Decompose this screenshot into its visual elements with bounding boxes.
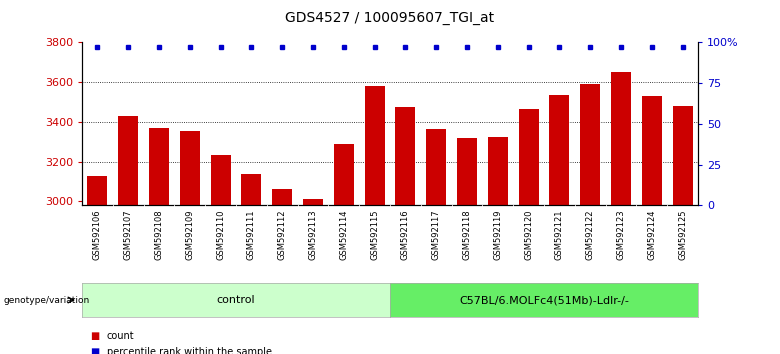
Text: genotype/variation: genotype/variation: [4, 296, 90, 304]
Text: GDS4527 / 100095607_TGI_at: GDS4527 / 100095607_TGI_at: [285, 11, 495, 25]
Bar: [457, 138, 477, 205]
Text: GSM592117: GSM592117: [431, 209, 441, 260]
Text: GSM592122: GSM592122: [586, 209, 595, 260]
Text: GSM592124: GSM592124: [647, 209, 657, 260]
Bar: [611, 72, 631, 205]
Bar: [272, 189, 292, 205]
Bar: [303, 199, 323, 205]
Bar: [334, 144, 354, 205]
Bar: [241, 173, 261, 205]
Text: GSM592116: GSM592116: [401, 209, 410, 260]
Bar: [118, 116, 138, 205]
Text: GSM592108: GSM592108: [154, 209, 164, 260]
Bar: [87, 176, 108, 205]
Bar: [642, 96, 662, 205]
Bar: [580, 84, 601, 205]
Text: ■: ■: [90, 331, 99, 341]
Bar: [395, 107, 416, 205]
Text: GSM592125: GSM592125: [678, 209, 687, 260]
Text: C57BL/6.MOLFc4(51Mb)-Ldlr-/-: C57BL/6.MOLFc4(51Mb)-Ldlr-/-: [459, 295, 629, 305]
Bar: [179, 131, 200, 205]
Text: GSM592113: GSM592113: [308, 209, 317, 260]
Bar: [488, 137, 508, 205]
Bar: [549, 95, 569, 205]
Bar: [364, 86, 385, 205]
Bar: [519, 109, 539, 205]
Text: ■: ■: [90, 347, 99, 354]
Text: count: count: [107, 331, 134, 341]
Text: GSM592121: GSM592121: [555, 209, 564, 260]
Text: control: control: [217, 295, 255, 305]
Text: GSM592111: GSM592111: [246, 209, 256, 260]
Text: GSM592123: GSM592123: [616, 209, 626, 260]
Bar: [211, 155, 231, 205]
Text: percentile rank within the sample: percentile rank within the sample: [107, 347, 272, 354]
Bar: [672, 106, 693, 205]
Text: GSM592112: GSM592112: [278, 209, 287, 260]
Text: GSM592114: GSM592114: [339, 209, 349, 260]
Text: GSM592115: GSM592115: [370, 209, 379, 260]
Bar: [426, 129, 446, 205]
Text: GSM592106: GSM592106: [93, 209, 102, 260]
Text: GSM592120: GSM592120: [524, 209, 534, 260]
Text: GSM592110: GSM592110: [216, 209, 225, 260]
Text: GSM592107: GSM592107: [123, 209, 133, 260]
Text: GSM592119: GSM592119: [493, 209, 502, 260]
Bar: [149, 128, 169, 205]
Text: GSM592118: GSM592118: [463, 209, 472, 260]
Text: GSM592109: GSM592109: [185, 209, 194, 260]
